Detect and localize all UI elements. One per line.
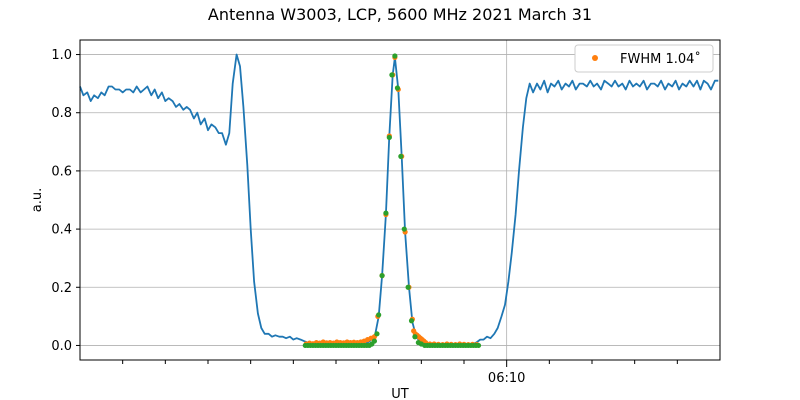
data-point-series-2	[383, 210, 389, 216]
axes-frame	[79, 39, 721, 361]
x-tick-label: 06:10	[488, 371, 525, 386]
data-point-series-2	[394, 85, 401, 91]
data-point-series-2	[371, 338, 377, 344]
legend-label-fwhm: FWHM 1.04˚	[620, 51, 701, 67]
chart-title: Antenna W3003, LCP, 5600 MHz 2021 March …	[208, 5, 592, 24]
y-tick-label: 0.4	[51, 223, 72, 238]
y-tick-label: 0.2	[51, 281, 72, 296]
data-point-series-2	[475, 342, 482, 349]
y-tick-label: 1.0	[51, 48, 72, 63]
data-point-series-2	[389, 72, 395, 78]
y-axis-label: a.u.	[30, 188, 45, 212]
data-point-series-2	[379, 273, 385, 279]
plot-area: 0.0 0.2 0.4 0.6 0.8 1.0 06:10	[51, 39, 721, 386]
data-point-series-2	[405, 284, 411, 290]
data-point-series-2	[386, 134, 392, 141]
data-point-series-2	[376, 312, 382, 318]
y-tick-label: 0.0	[51, 339, 72, 354]
legend-frame	[574, 44, 714, 73]
series-line-0	[79, 53, 719, 347]
data-point-series-2	[374, 331, 380, 337]
y-tick-label: 0.8	[51, 106, 72, 121]
x-axis-label: UT	[391, 387, 409, 400]
y-tick-label: 0.6	[51, 164, 72, 179]
legend: FWHM 1.04˚	[574, 44, 714, 73]
legend-marker-fwhm	[592, 55, 598, 61]
data-point-series-2	[398, 153, 404, 159]
data-point-series-2	[401, 226, 407, 232]
data-point-series-2	[392, 53, 398, 59]
data-point-series-2	[408, 318, 415, 324]
data-point-series-2	[412, 334, 418, 340]
